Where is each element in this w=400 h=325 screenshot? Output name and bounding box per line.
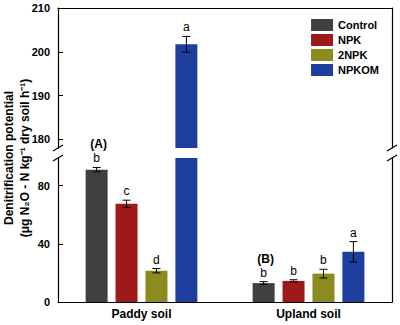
svg-text:b: b [320, 253, 327, 267]
svg-text:b: b [93, 151, 100, 165]
svg-text:a: a [350, 226, 357, 240]
svg-text:2NPK: 2NPK [338, 49, 367, 61]
svg-text:Paddy soil: Paddy soil [111, 307, 171, 321]
svg-text:a: a [183, 20, 190, 34]
svg-text:c: c [124, 184, 130, 198]
svg-text:NPK: NPK [338, 34, 361, 46]
svg-text:190: 190 [32, 90, 50, 102]
svg-text:210: 210 [32, 2, 50, 14]
svg-text:80: 80 [38, 180, 50, 192]
svg-text:(μg N₂O - N kg⁻¹ dry soil h⁻¹): (μg N₂O - N kg⁻¹ dry soil h⁻¹) [18, 79, 32, 238]
svg-text:200: 200 [32, 46, 50, 58]
svg-text:(B): (B) [257, 252, 274, 266]
svg-text:(A): (A) [90, 137, 107, 151]
svg-text:40: 40 [38, 238, 50, 250]
svg-text:180: 180 [32, 133, 50, 145]
svg-text:0: 0 [44, 296, 50, 308]
svg-text:Upland soil: Upland soil [276, 307, 341, 321]
svg-text:NPKOM: NPKOM [338, 64, 379, 76]
svg-text:Control: Control [338, 19, 377, 31]
svg-text:b: b [290, 264, 297, 278]
svg-text:Denitrification potential: Denitrification potential [2, 91, 16, 225]
svg-text:d: d [153, 253, 160, 267]
svg-text:b: b [260, 266, 267, 280]
